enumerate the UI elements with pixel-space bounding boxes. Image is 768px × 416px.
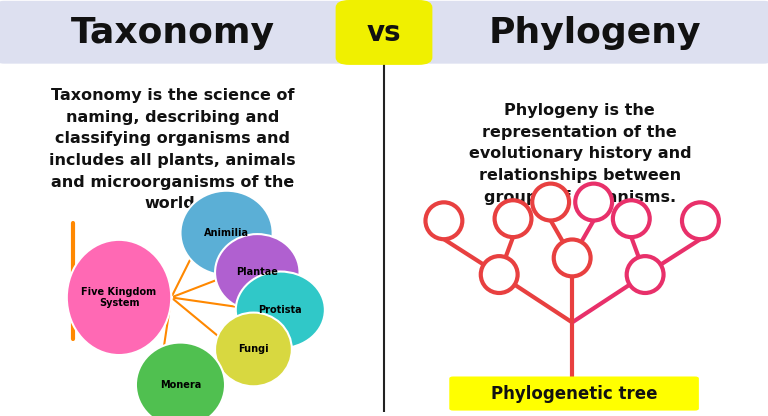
Text: Taxonomy is the science of
naming, describing and
classifying organisms and
incl: Taxonomy is the science of naming, descr…: [49, 88, 296, 211]
FancyBboxPatch shape: [336, 0, 432, 65]
Ellipse shape: [627, 256, 664, 293]
Ellipse shape: [136, 342, 225, 416]
Text: Five Kingdom
System: Five Kingdom System: [81, 287, 157, 308]
Text: Plantae: Plantae: [237, 267, 278, 277]
Ellipse shape: [236, 272, 325, 348]
Text: Fungi: Fungi: [238, 344, 269, 354]
Text: Taxonomy: Taxonomy: [71, 16, 275, 50]
Ellipse shape: [425, 202, 462, 239]
Ellipse shape: [180, 191, 273, 275]
Ellipse shape: [215, 312, 292, 386]
Text: Phylogeny: Phylogeny: [489, 16, 701, 50]
Text: Animilia: Animilia: [204, 228, 249, 238]
Ellipse shape: [554, 240, 591, 276]
FancyBboxPatch shape: [412, 1, 768, 64]
Text: vs: vs: [366, 19, 402, 47]
Ellipse shape: [215, 234, 300, 311]
Text: Phylogeny is the
representation of the
evolutionary history and
relationships be: Phylogeny is the representation of the e…: [468, 103, 691, 205]
Text: Monera: Monera: [160, 380, 201, 390]
Ellipse shape: [495, 200, 531, 237]
Ellipse shape: [481, 256, 518, 293]
FancyBboxPatch shape: [449, 376, 699, 411]
Text: Protista: Protista: [259, 305, 302, 315]
Ellipse shape: [532, 183, 569, 220]
FancyBboxPatch shape: [0, 1, 359, 64]
Text: Phylogenetic tree: Phylogenetic tree: [492, 385, 657, 403]
Ellipse shape: [575, 183, 612, 220]
Ellipse shape: [613, 200, 650, 237]
Ellipse shape: [682, 202, 719, 239]
Ellipse shape: [67, 240, 171, 355]
